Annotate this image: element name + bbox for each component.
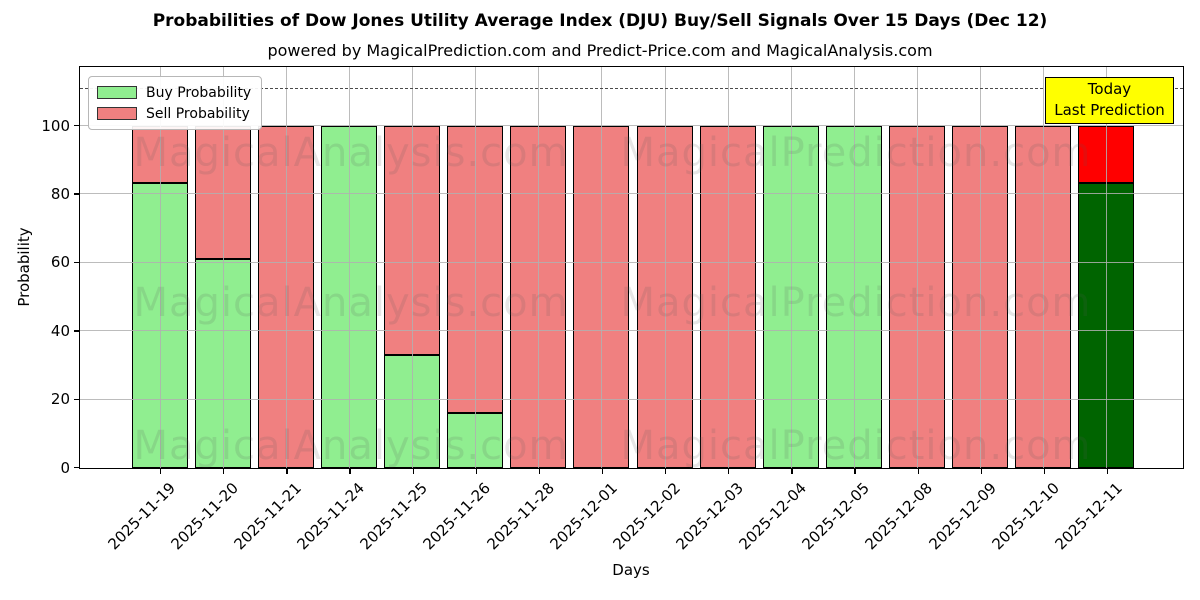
y-tick-mark-20 xyxy=(73,398,79,400)
gridline-x-2025-12-02 xyxy=(664,67,666,468)
x-tick-mark-2025-12-05 xyxy=(854,469,856,474)
dashed-reference-line xyxy=(80,87,1183,89)
gridline-x-2025-12-03 xyxy=(727,67,729,468)
y-tick-mark-100 xyxy=(73,125,79,127)
x-tick-mark-2025-11-28 xyxy=(538,469,541,474)
x-tick-mark-2025-12-09 xyxy=(980,469,982,474)
y-tick-mark-40 xyxy=(73,330,79,332)
gridline-x-2025-12-09 xyxy=(980,67,982,468)
legend-label-buy: Buy Probability xyxy=(146,84,252,101)
today-annotation-line2: Last Prediction xyxy=(1054,101,1165,119)
gridline-x-2025-11-20 xyxy=(222,67,224,468)
watermark-prediction-row2: MagicalPrediction.com xyxy=(620,280,1092,326)
x-tick-mark-2025-12-03 xyxy=(728,469,730,474)
today-annotation: Today Last Prediction xyxy=(1045,77,1174,124)
x-axis-label: Days xyxy=(612,561,650,579)
gridline-x-2025-12-01 xyxy=(601,67,603,468)
plot-area: MagicalAnalysis.com MagicalPrediction.co… xyxy=(79,66,1184,469)
gridline-y-20 xyxy=(80,398,1183,400)
gridline-x-2025-11-26 xyxy=(475,67,477,468)
x-tick-mark-2025-12-01 xyxy=(601,469,604,474)
gridline-x-2025-12-11 xyxy=(1106,67,1108,468)
watermark-prediction-row3: MagicalPrediction.com xyxy=(620,423,1092,469)
x-tick-mark-2025-12-04 xyxy=(791,469,793,474)
gridline-x-2025-11-28 xyxy=(538,67,540,468)
x-tick-mark-2025-11-25 xyxy=(412,469,414,474)
chart-subtitle: powered by MagicalPrediction.com and Pre… xyxy=(267,41,933,60)
gridline-x-2025-12-04 xyxy=(790,67,792,468)
gridline-x-2025-12-10 xyxy=(1043,67,1045,468)
y-tick-label-0: 0 xyxy=(60,458,70,477)
x-tick-mark-2025-12-10 xyxy=(1043,469,1046,474)
gridline-y-40 xyxy=(80,330,1183,332)
gridline-x-2025-11-19 xyxy=(159,67,161,468)
watermark-prediction-row1: MagicalPrediction.com xyxy=(620,130,1092,176)
y-tick-mark-60 xyxy=(73,261,79,264)
legend: Buy Probability Sell Probability xyxy=(88,76,263,130)
x-tick-mark-2025-12-02 xyxy=(665,469,667,474)
legend-item-sell: Sell Probability xyxy=(97,103,251,124)
x-tick-mark-2025-11-21 xyxy=(286,469,288,474)
chart-title: Probabilities of Dow Jones Utility Avera… xyxy=(152,11,1048,31)
x-tick-mark-2025-12-08 xyxy=(917,469,919,474)
x-tick-mark-2025-11-19 xyxy=(160,469,162,474)
legend-item-buy: Buy Probability xyxy=(97,82,251,103)
x-tick-mark-2025-11-20 xyxy=(223,469,225,474)
x-tick-mark-2025-11-24 xyxy=(349,469,351,474)
gridline-y-80 xyxy=(80,193,1183,195)
gridline-y-100 xyxy=(80,125,1183,127)
x-tick-mark-2025-12-11 xyxy=(1106,469,1109,474)
watermark-analysis-row2: MagicalAnalysis.com xyxy=(133,280,569,326)
gridline-x-2025-11-21 xyxy=(285,67,287,468)
y-tick-label-80: 80 xyxy=(50,184,70,203)
gridline-y-60 xyxy=(80,261,1183,263)
gridline-x-2025-12-08 xyxy=(917,67,919,468)
y-tick-label-40: 40 xyxy=(50,321,70,340)
buy-probability-swatch xyxy=(97,86,137,99)
y-tick-mark-80 xyxy=(73,193,79,195)
gridline-x-2025-12-05 xyxy=(853,67,855,468)
y-tick-label-60: 60 xyxy=(50,253,70,272)
y-tick-label-100: 100 xyxy=(41,116,70,135)
x-tick-mark-2025-11-26 xyxy=(475,469,477,474)
y-tick-label-20: 20 xyxy=(50,390,70,409)
gridline-x-2025-11-25 xyxy=(412,67,414,468)
legend-label-sell: Sell Probability xyxy=(146,105,250,122)
gridline-x-2025-11-24 xyxy=(348,67,350,468)
watermark-analysis-row3: MagicalAnalysis.com xyxy=(133,423,569,469)
sell-probability-swatch xyxy=(97,107,137,120)
today-annotation-line1: Today xyxy=(1087,80,1132,98)
watermark-analysis-row1: MagicalAnalysis.com xyxy=(133,130,569,176)
y-tick-mark-0 xyxy=(73,467,79,469)
